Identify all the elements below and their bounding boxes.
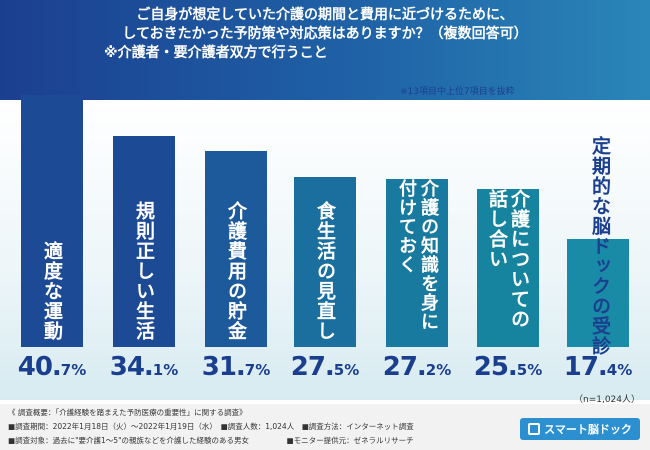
sample-size: （n=1,024人） xyxy=(574,395,641,405)
extraction-note: ※13項目中上位7項目を抜粋 xyxy=(400,87,515,97)
bar: 適度な運動 xyxy=(21,95,83,347)
bar-value-label: 34.1% xyxy=(104,352,184,382)
bar: 規則正しい生活 xyxy=(113,136,175,347)
brand-logo: スマート脳ドック xyxy=(520,418,640,440)
bar: 介護についての話し合い xyxy=(477,189,539,347)
bar xyxy=(567,239,629,347)
bar-value-integer: 31. xyxy=(201,352,246,382)
footer-survey-period: ■調査期間：2022年1月18日（火）〜2022年1月19日（水） ■調査人数：… xyxy=(8,422,414,431)
bar-value-label: 27.2% xyxy=(377,352,457,382)
footer-survey-title: 《 調査概要：「介護経験を踏まえた予防医療の重要性」に関する調査》 xyxy=(8,408,247,417)
question-title: ご自身が想定していた介護の期間と費用に近づけるために、 しておきたかった予防策や… xyxy=(0,6,650,63)
bar-category-label: 介護費用の貯金 xyxy=(225,201,247,341)
brain-dock-icon xyxy=(528,423,541,435)
bar-category-label: 食生活の見直し xyxy=(314,201,336,341)
title-line-3: ※介護者・要介護者双方で行うこと xyxy=(104,45,328,61)
bar-value-integer: 40. xyxy=(17,352,62,382)
bar-category-label: 介護についての話し合い xyxy=(486,189,530,329)
brand-logo-text: スマート脳ドック xyxy=(544,423,632,436)
bar-value-label: 40.7% xyxy=(12,352,92,382)
title-line-1: ご自身が想定していた介護の期間と費用に近づけるために、 xyxy=(136,7,514,23)
bar: 介護費用の貯金 xyxy=(205,151,267,347)
bar: 介護の知識を身に付けておく xyxy=(386,179,448,347)
bar-value-label: 27.5% xyxy=(285,352,365,382)
bar-value-label: 31.7% xyxy=(196,352,276,382)
footer-survey-target: ■調査対象：過去に"要介護1〜5"の親族などを介護した経験のある男女 ■モニター… xyxy=(8,436,414,445)
bar-value-integer: 27. xyxy=(290,352,335,382)
bar-value-decimal: 5% xyxy=(333,361,360,379)
bar-value-decimal: 7% xyxy=(60,361,87,379)
bar-category-label: 適度な運動 xyxy=(41,241,63,341)
bar: 食生活の見直し xyxy=(294,177,356,347)
bar-value-decimal: 5% xyxy=(516,361,543,379)
bar-category-label: 定期的な脳ドックの受診 xyxy=(589,136,611,356)
bar-category-label: 介護の知識を身に付けておく xyxy=(396,179,439,331)
bar-value-label: 17.4% xyxy=(558,352,638,382)
bar-category-label: 規則正しい生活 xyxy=(133,201,155,341)
bar-value-decimal: 4% xyxy=(606,361,633,379)
bar-value-decimal: 2% xyxy=(425,361,452,379)
bar-value-integer: 17. xyxy=(563,352,608,382)
bar-value-decimal: 1% xyxy=(152,361,179,379)
bar-value-label: 25.5% xyxy=(468,352,548,382)
bar-value-integer: 25. xyxy=(473,352,518,382)
bar-value-integer: 34. xyxy=(109,352,154,382)
bar-value-decimal: 7% xyxy=(244,361,271,379)
bar-value-integer: 27. xyxy=(382,352,427,382)
header-banner: ご自身が想定していた介護の期間と費用に近づけるために、 しておきたかった予防策や… xyxy=(0,0,650,100)
title-line-2: しておきたかった予防策や対応策はありますか？（複数回答可） xyxy=(122,26,528,42)
